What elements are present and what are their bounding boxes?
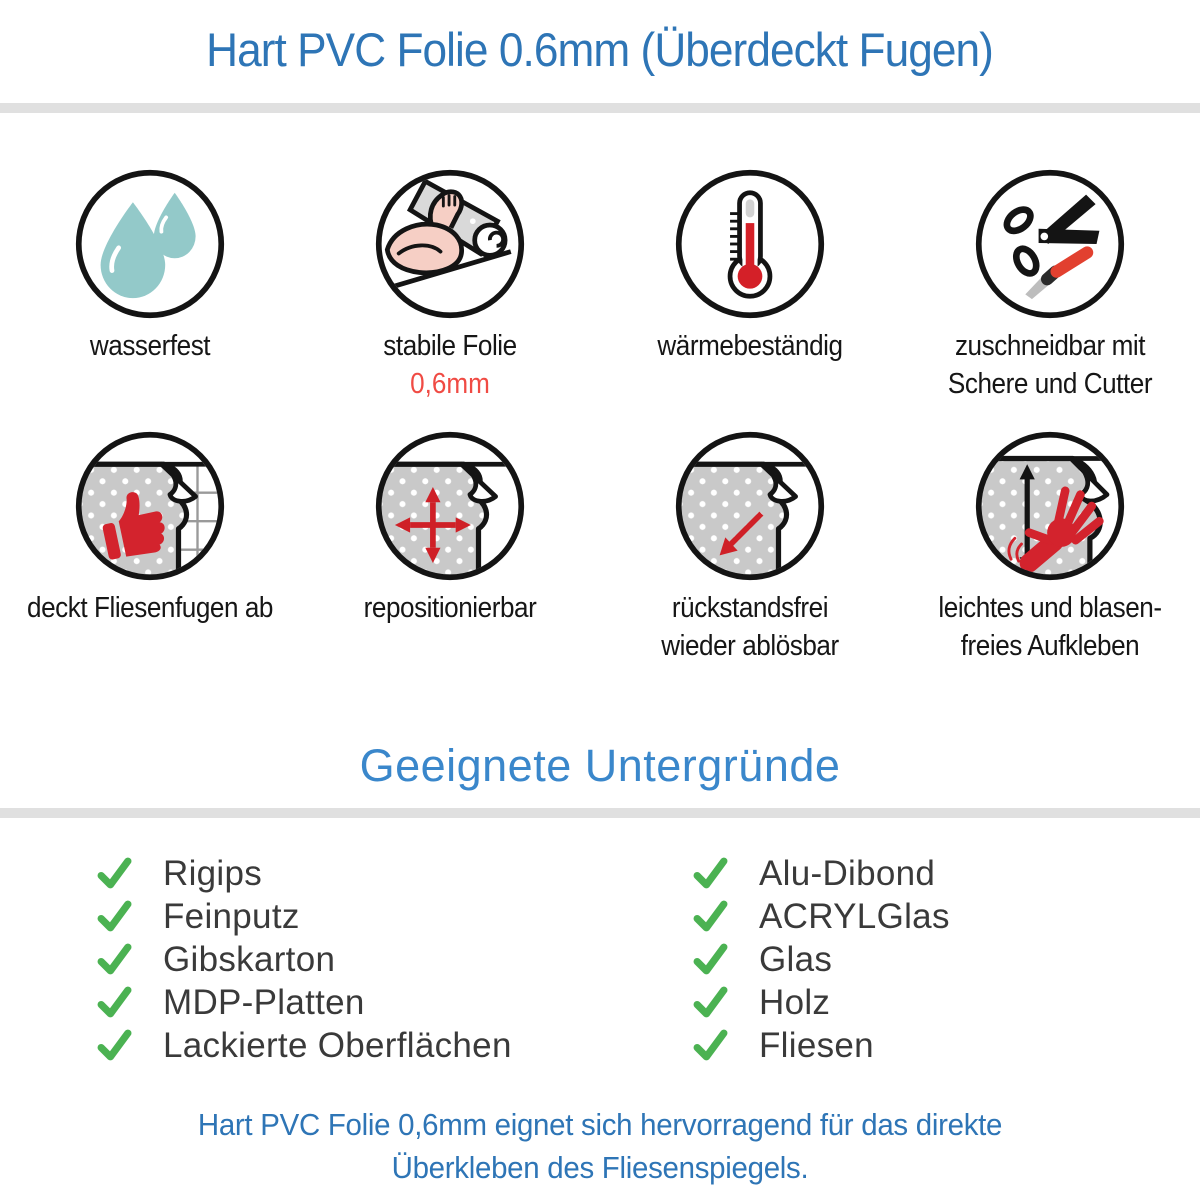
feature-label: leichtes und blasen-freies Aufkleben bbox=[938, 592, 1162, 662]
substrate-list-left: Rigips Feinputz Gibskarton MDP-Platten L… bbox=[96, 853, 512, 1065]
feature-label: repositionierbar bbox=[363, 592, 537, 624]
substrate-label: Lackierte Oberflächen bbox=[163, 1025, 512, 1065]
feature-label: rückstandsfrei wieder ablösbar bbox=[661, 592, 839, 662]
scissors-cutter-icon bbox=[975, 169, 1125, 319]
list-item: Holz bbox=[692, 982, 950, 1022]
list-item: ACRYLGlas bbox=[692, 896, 950, 936]
divider-bar-top bbox=[0, 103, 1200, 113]
muscle-arm-foil-icon bbox=[375, 169, 525, 319]
feature-label: zuschneidbar mit Schere und Cutter bbox=[947, 330, 1153, 400]
list-item: Rigips bbox=[96, 853, 512, 893]
foil-over-tiles-thumbs-up-icon bbox=[75, 431, 225, 581]
substrate-label: Feinputz bbox=[163, 896, 300, 936]
feature-rueckstandsfrei: rückstandsfrei wieder ablösbar bbox=[600, 430, 900, 665]
check-icon bbox=[693, 943, 728, 975]
divider-bar-middle bbox=[0, 808, 1200, 818]
section-heading-untergruende: Geeignete Untergründe bbox=[359, 740, 841, 791]
feature-repositionierbar: repositionierbar bbox=[300, 430, 600, 628]
check-icon bbox=[693, 1029, 728, 1061]
check-icon bbox=[693, 986, 728, 1018]
feature-stabile-folie: stabile Folie 0,6mm bbox=[300, 168, 600, 401]
substrate-label: Glas bbox=[759, 939, 833, 979]
hand-smoothing-foil-icon bbox=[975, 431, 1125, 581]
substrate-label: Alu-Dibond bbox=[759, 853, 936, 893]
substrate-label: Rigips bbox=[163, 853, 263, 893]
list-item: Feinputz bbox=[96, 896, 512, 936]
feature-zuschneidbar: zuschneidbar mit Schere und Cutter bbox=[900, 168, 1200, 403]
substrate-label: MDP-Platten bbox=[163, 982, 365, 1022]
list-item: Alu-Dibond bbox=[692, 853, 950, 893]
foil-move-arrows-icon bbox=[375, 431, 525, 581]
feature-thickness-value: 0,6mm bbox=[410, 367, 490, 400]
feature-leichtes-aufkleben: leichtes und blasen-freies Aufkleben bbox=[900, 430, 1200, 665]
feature-wasserfest: wasserfest bbox=[0, 168, 300, 366]
list-item: Glas bbox=[692, 939, 950, 979]
footer-line-2: Überkleben des Fliesenspiegels. bbox=[391, 1149, 809, 1185]
substrate-label: Holz bbox=[759, 982, 831, 1022]
page-title: Hart PVC Folie 0.6mm (Überdeckt Fugen) bbox=[206, 23, 995, 76]
feature-label: deckt Fliesenfugen ab bbox=[27, 592, 273, 624]
check-icon bbox=[97, 857, 132, 889]
check-icon bbox=[693, 900, 728, 932]
check-icon bbox=[97, 1029, 132, 1061]
list-item: Lackierte Oberflächen bbox=[96, 1025, 512, 1065]
list-item: Fliesen bbox=[692, 1025, 950, 1065]
feature-deckt-fliesenfugen: deckt Fliesenfugen ab bbox=[0, 430, 300, 628]
substrate-label: Fliesen bbox=[759, 1025, 874, 1065]
substrate-label: ACRYLGlas bbox=[759, 896, 950, 936]
feature-waermebestaendig: wärmebeständig bbox=[600, 168, 900, 366]
substrate-label: Gibskarton bbox=[163, 939, 336, 979]
feature-label: wärmebeständig bbox=[657, 330, 843, 362]
water-drops-icon bbox=[75, 169, 225, 319]
substrate-list-right: Alu-Dibond ACRYLGlas Glas Holz Fliesen bbox=[692, 853, 950, 1065]
list-item: Gibskarton bbox=[96, 939, 512, 979]
check-icon bbox=[693, 857, 728, 889]
footer-note: Hart PVC Folie 0,6mm eignet sich hervorr… bbox=[0, 1104, 1200, 1190]
feature-label: wasserfest bbox=[89, 330, 211, 362]
foil-peel-arrow-icon bbox=[675, 431, 825, 581]
feature-label: stabile Folie bbox=[383, 330, 517, 362]
footer-line-1: Hart PVC Folie 0,6mm eignet sich hervorr… bbox=[197, 1107, 1003, 1142]
thermometer-icon bbox=[675, 169, 825, 319]
check-icon bbox=[97, 943, 132, 975]
check-icon bbox=[97, 900, 132, 932]
list-item: MDP-Platten bbox=[96, 982, 512, 1022]
check-icon bbox=[97, 986, 132, 1018]
